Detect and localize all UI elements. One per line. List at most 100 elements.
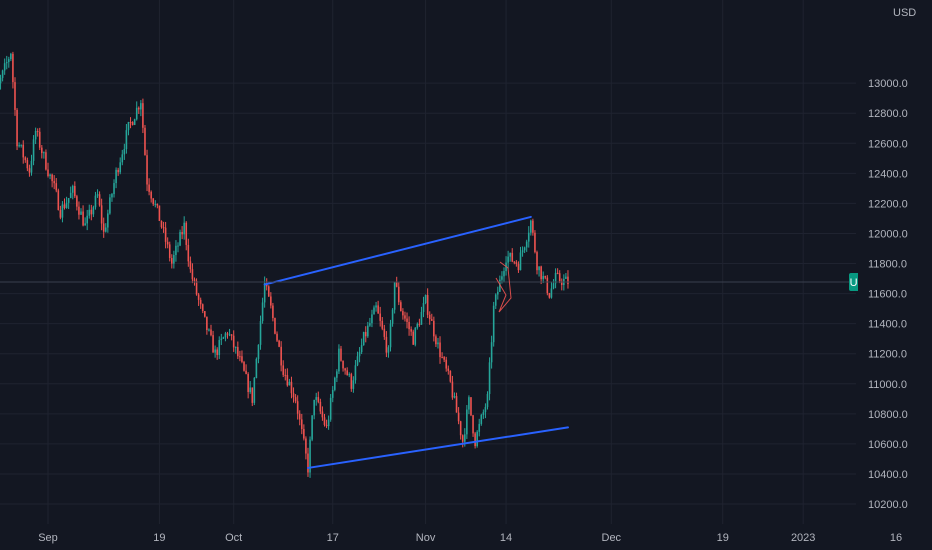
candle-body bbox=[67, 198, 70, 203]
candle-body bbox=[259, 321, 262, 345]
candle-body bbox=[451, 381, 454, 398]
candle-body bbox=[499, 279, 501, 292]
channel-lines[interactable] bbox=[263, 215, 569, 469]
candle-body bbox=[173, 255, 175, 264]
candle-body bbox=[424, 294, 427, 303]
candle-body bbox=[534, 232, 536, 253]
candle-body bbox=[5, 62, 8, 64]
candle-body bbox=[82, 211, 84, 226]
candle-body bbox=[453, 396, 456, 398]
candle-body bbox=[74, 185, 76, 197]
price-tick-label: 11600.0 bbox=[868, 289, 907, 301]
candle-body bbox=[212, 335, 214, 353]
price-tick-label: 13000.0 bbox=[868, 78, 908, 90]
price-tick-label: 11800.0 bbox=[868, 259, 907, 271]
candle-body bbox=[300, 419, 303, 430]
candle-body bbox=[311, 415, 313, 440]
price-tick-label: 12600.0 bbox=[868, 138, 908, 150]
channel-upper-line[interactable] bbox=[263, 215, 532, 286]
candle-body bbox=[267, 286, 270, 297]
candle-body bbox=[49, 174, 51, 177]
drawn-triangle-pattern[interactable] bbox=[495, 261, 512, 313]
candle-body bbox=[137, 107, 140, 110]
price-tick-label: 10400.0 bbox=[868, 469, 908, 481]
candle-body bbox=[426, 294, 429, 315]
candle-body bbox=[38, 131, 41, 148]
price-tick-label: 12400.0 bbox=[868, 168, 908, 180]
candle-body bbox=[43, 152, 45, 154]
candle-body bbox=[71, 185, 74, 193]
candle-body bbox=[455, 396, 458, 413]
candle-body bbox=[7, 59, 10, 63]
candle-body bbox=[375, 305, 377, 308]
candle-body bbox=[232, 335, 235, 348]
candle-body bbox=[381, 320, 384, 329]
candle-body bbox=[474, 433, 476, 447]
candle-body bbox=[86, 215, 89, 224]
candle-body bbox=[30, 160, 33, 173]
candle-body bbox=[523, 247, 526, 251]
currency-label: USD bbox=[893, 7, 916, 19]
candle-body bbox=[550, 288, 553, 298]
candle-body bbox=[123, 149, 126, 155]
candle-body bbox=[241, 356, 243, 362]
candle-body bbox=[346, 370, 348, 376]
candle-body bbox=[567, 276, 569, 285]
candle-body bbox=[59, 210, 62, 218]
candle-body bbox=[253, 377, 256, 403]
candle-body bbox=[179, 232, 181, 246]
candle-body bbox=[565, 276, 567, 279]
candle-body bbox=[352, 380, 355, 389]
candle-body bbox=[492, 305, 495, 343]
candle-body bbox=[18, 145, 20, 147]
candle-body bbox=[88, 209, 91, 216]
candle-body bbox=[554, 272, 557, 284]
price-axis[interactable]: 10200.0 10400.0 10600.0 10800.0 11000.0 11200… bbox=[858, 0, 932, 550]
candle-body bbox=[385, 336, 388, 353]
candle-body bbox=[164, 227, 167, 242]
candle-body bbox=[354, 365, 357, 381]
candle-body bbox=[336, 371, 338, 378]
candle-body bbox=[76, 196, 78, 207]
price-tick-label: 12000.0 bbox=[868, 228, 908, 240]
candle-body bbox=[400, 302, 402, 312]
candle-body bbox=[12, 53, 14, 83]
candle-body bbox=[220, 338, 223, 341]
candle-body bbox=[393, 282, 396, 310]
time-axis[interactable]: Sep 19 Oct 17 Nov 14 Dec 19 2023 16 bbox=[38, 532, 902, 544]
candle-body bbox=[171, 258, 173, 264]
time-tick-label: 16 bbox=[890, 532, 902, 544]
candle-body bbox=[391, 309, 394, 324]
candle-body bbox=[117, 169, 119, 173]
candle-body bbox=[294, 397, 297, 402]
candle-body bbox=[247, 373, 249, 392]
candle-body bbox=[185, 222, 188, 245]
candle-body bbox=[536, 252, 538, 271]
candle-body bbox=[206, 316, 208, 331]
candle-body bbox=[292, 393, 295, 398]
candle-body bbox=[478, 423, 481, 432]
price-tick-label: 12800.0 bbox=[868, 108, 908, 120]
candle-body bbox=[222, 337, 225, 339]
candle-body bbox=[315, 397, 318, 400]
channel-lower-line[interactable] bbox=[306, 426, 569, 469]
price-tick-label: 10200.0 bbox=[868, 499, 908, 511]
candle-body bbox=[309, 439, 311, 473]
candle-body bbox=[296, 401, 299, 414]
candle-body bbox=[466, 409, 468, 435]
candle-body bbox=[102, 223, 105, 232]
candle-body bbox=[280, 346, 282, 366]
candle-body bbox=[367, 325, 369, 337]
candle-body bbox=[441, 357, 443, 359]
candle-body bbox=[197, 294, 200, 300]
candle-body bbox=[239, 356, 241, 358]
candle-body bbox=[195, 281, 198, 295]
candle-body bbox=[544, 276, 547, 278]
candle-body bbox=[53, 181, 55, 184]
candle-body bbox=[482, 412, 485, 415]
candle-body bbox=[10, 53, 12, 60]
candle-body bbox=[245, 370, 247, 374]
candle-body bbox=[94, 195, 97, 208]
candle-body bbox=[55, 183, 58, 191]
